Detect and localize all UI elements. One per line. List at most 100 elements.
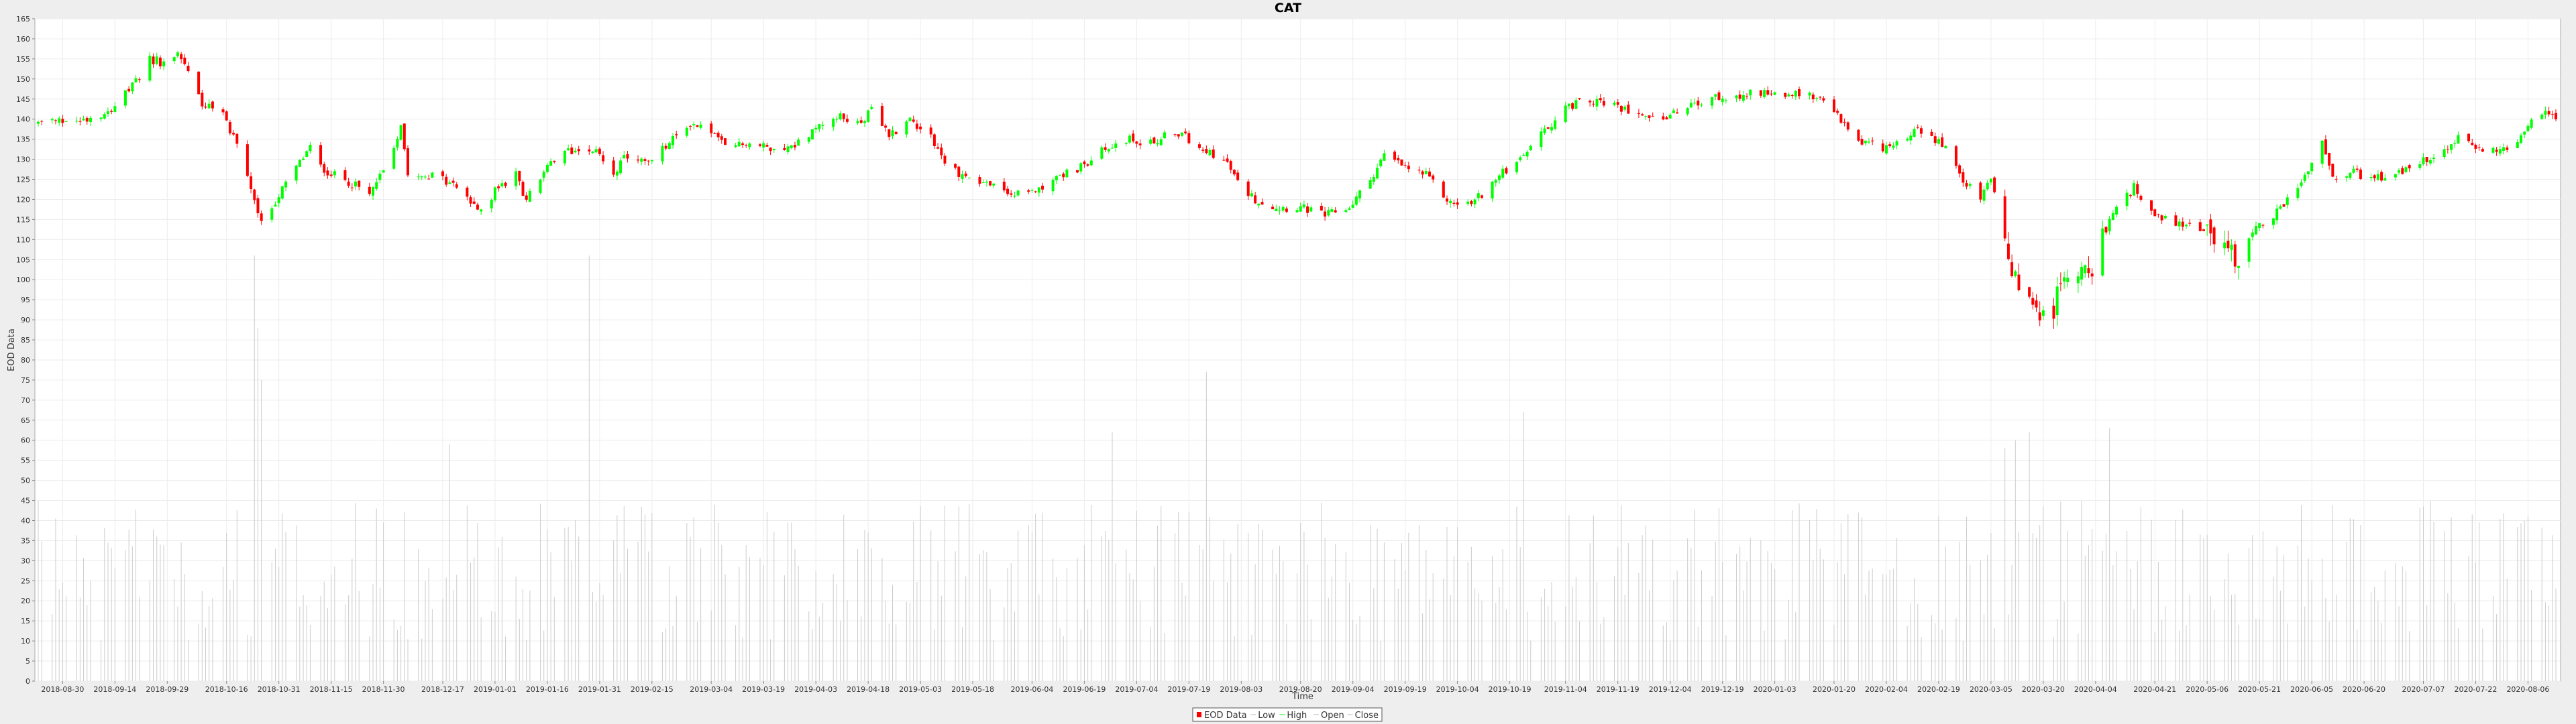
candle-body	[2359, 169, 2362, 179]
candle-body	[1302, 204, 1305, 208]
candle-body	[294, 165, 298, 181]
candle-body	[521, 182, 525, 196]
candle-body	[1059, 175, 1062, 176]
candle-body	[106, 111, 109, 114]
candle-body	[664, 145, 667, 149]
candle-body	[305, 151, 309, 157]
candle-body	[1623, 107, 1627, 110]
candle-body	[1962, 172, 1965, 183]
candle-body	[1741, 95, 1745, 101]
candle-body	[1494, 180, 1497, 183]
candle-body	[176, 52, 179, 57]
candle-body	[667, 143, 671, 149]
candle-body	[1197, 144, 1201, 148]
candle-body	[1714, 94, 1717, 97]
candle-body	[839, 113, 842, 120]
candle-body	[539, 179, 542, 193]
candle-body	[619, 160, 623, 174]
candle-body	[309, 144, 312, 152]
x-tick-label: 2019-02-15	[631, 685, 674, 694]
candle-body	[2206, 224, 2209, 226]
candle-body	[2209, 219, 2212, 234]
x-axis-label: Time	[1291, 692, 1313, 702]
candle-body	[2286, 197, 2289, 205]
candle-body	[1324, 211, 1327, 217]
x-tick-label: 2019-07-19	[1167, 685, 1210, 694]
candle-body	[246, 144, 249, 176]
candle-body	[1766, 90, 1770, 95]
legend-label: EOD Data	[1204, 711, 1247, 721]
candle-body	[1226, 158, 1229, 162]
candle-body	[2090, 273, 2094, 277]
candle-body	[2080, 267, 2084, 280]
candle-body	[1574, 100, 1578, 109]
candle-body	[661, 146, 664, 162]
candle-body	[672, 136, 675, 145]
candle-body	[2076, 276, 2080, 284]
candle-body	[1550, 127, 1553, 131]
candle-body	[1759, 90, 1762, 96]
x-tick-label: 2018-10-16	[205, 685, 248, 694]
candle-body	[943, 156, 947, 164]
candle-body	[2457, 135, 2460, 144]
candle-body	[1184, 131, 1187, 133]
candle-body	[1616, 102, 1619, 105]
candle-body	[2520, 135, 2523, 143]
candle-body	[908, 117, 912, 121]
candle-body	[1819, 97, 1822, 98]
y-tick-label: 45	[21, 497, 30, 505]
candle-body	[89, 117, 92, 123]
chart-title: CAT	[1275, 1, 1301, 15]
candle-body	[940, 147, 943, 156]
y-tick-label: 50	[21, 477, 30, 485]
candle-body	[354, 181, 358, 187]
candle-body	[343, 170, 347, 180]
candle-body	[172, 57, 176, 62]
candle-body	[1107, 149, 1110, 152]
candle-body	[1295, 210, 1299, 213]
candle-body	[152, 56, 155, 64]
candle-body	[431, 172, 434, 178]
candle-body	[765, 145, 769, 147]
candle-body	[2163, 215, 2167, 219]
candle-body	[1212, 149, 1215, 158]
price-candles	[37, 50, 2557, 329]
candle-body	[981, 182, 985, 184]
candle-body	[1808, 93, 1811, 96]
candle-body	[61, 119, 64, 123]
candle-body	[1397, 158, 1400, 161]
candle-body	[2153, 209, 2157, 217]
candle-body	[1320, 206, 1323, 210]
candle-body	[2157, 214, 2160, 215]
candle-body	[1128, 135, 1131, 143]
candle-body	[2226, 240, 2230, 249]
candle-body	[2331, 164, 2334, 177]
candle-body	[500, 183, 504, 187]
candle-body	[867, 110, 870, 122]
x-tick-label: 2020-05-06	[2186, 685, 2229, 694]
candle-body	[2477, 147, 2481, 149]
candle-body	[1041, 186, 1044, 190]
candle-body	[758, 144, 761, 146]
candle-body	[2418, 164, 2422, 168]
y-tick-label: 0	[25, 677, 30, 686]
candle-body	[713, 133, 716, 134]
candle-body	[2010, 262, 2014, 277]
candle-body	[1149, 139, 1152, 144]
candle-body	[2404, 167, 2408, 172]
candle-body	[1358, 190, 1362, 198]
candle-body	[797, 139, 800, 146]
y-tick-label: 100	[16, 276, 30, 284]
candle-body	[1619, 105, 1623, 112]
candle-body	[2516, 142, 2519, 148]
candle-body	[372, 186, 375, 196]
candle-body	[2328, 153, 2331, 166]
candle-body	[1309, 207, 1313, 212]
candle-body	[1135, 141, 1138, 144]
candle-body	[1888, 144, 1892, 147]
candle-body	[1571, 103, 1574, 109]
candle-body	[588, 149, 591, 152]
candle-body	[2230, 244, 2233, 250]
candle-body	[466, 187, 469, 197]
candle-body	[1993, 177, 1996, 192]
